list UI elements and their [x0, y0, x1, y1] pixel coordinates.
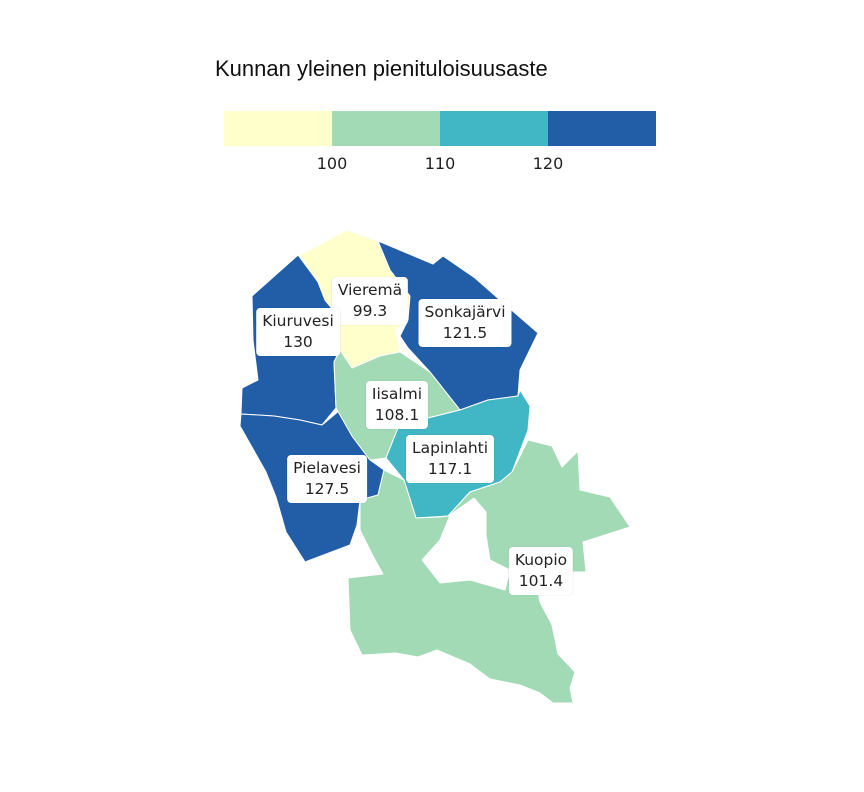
label-kiuruvesi: Kiuruvesi 130 [256, 308, 340, 356]
label-sonkajarvi: Sonkajärvi 121.5 [418, 299, 512, 347]
label-lapinlahti-value: 117.1 [427, 460, 473, 478]
color-legend [224, 111, 656, 146]
legend-swatch-4 [548, 111, 656, 146]
legend-swatch-3 [440, 111, 548, 146]
label-vierema: Vieremä 99.3 [331, 277, 409, 325]
label-vierema-value: 99.3 [352, 302, 388, 320]
label-pielavesi-value: 127.5 [304, 480, 350, 498]
label-lapinlahti-name: Lapinlahti [411, 439, 489, 457]
label-iisalmi-name: Iisalmi [371, 385, 423, 403]
label-lapinlahti: Lapinlahti 117.1 [405, 435, 495, 483]
legend-swatch-2 [332, 111, 440, 146]
label-kuopio-name: Kuopio [514, 551, 568, 569]
label-kiuruvesi-name: Kiuruvesi [262, 312, 334, 330]
label-sonkajarvi-name: Sonkajärvi [424, 303, 506, 321]
label-pielavesi: Pielavesi 127.5 [287, 455, 367, 503]
label-pielavesi-name: Pielavesi [293, 459, 361, 477]
label-iisalmi: Iisalmi 108.1 [365, 381, 429, 429]
legend-tick-110: 110 [424, 154, 456, 173]
label-sonkajarvi-value: 121.5 [442, 324, 488, 342]
label-kiuruvesi-value: 130 [283, 333, 313, 351]
label-kuopio: Kuopio 101.4 [508, 547, 574, 595]
legend-tick-120: 120 [532, 154, 564, 173]
label-kuopio-value: 101.4 [518, 572, 564, 590]
legend-swatch-1 [224, 111, 332, 146]
legend-title: Kunnan yleinen pienituloisuusaste [215, 56, 548, 81]
legend-tick-100: 100 [316, 154, 348, 173]
label-iisalmi-value: 108.1 [374, 406, 420, 424]
label-vierema-name: Vieremä [337, 281, 403, 299]
